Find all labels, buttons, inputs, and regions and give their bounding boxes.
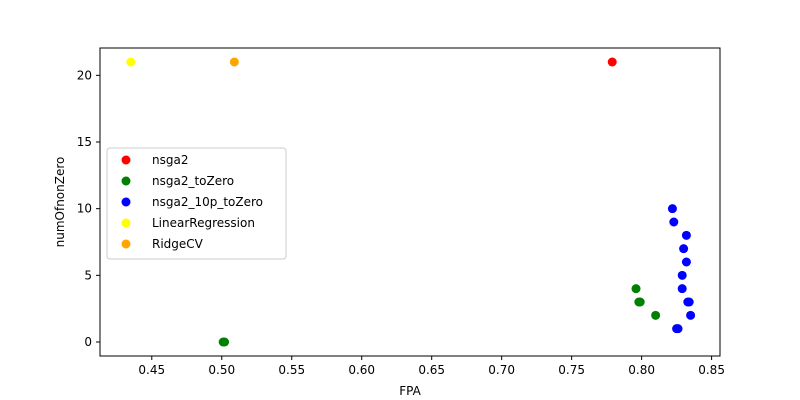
data-point — [669, 217, 679, 227]
x-tick-label: 0.50 — [208, 363, 235, 377]
data-point — [607, 57, 617, 67]
x-tick-label: 0.60 — [348, 363, 375, 377]
legend-label: nsga2_10p_toZero — [152, 195, 263, 209]
x-tick-label: 0.85 — [698, 363, 725, 377]
plot-frame — [99, 47, 721, 357]
data-point — [635, 297, 645, 307]
y-axis-label: numOfnonZero — [53, 157, 67, 248]
x-tick-label: 0.80 — [628, 363, 655, 377]
legend-marker — [121, 239, 131, 249]
data-point — [651, 310, 661, 320]
x-tick-label: 0.45 — [138, 363, 165, 377]
data-point — [673, 324, 683, 334]
y-tick-label: 0 — [84, 335, 92, 349]
data-point — [684, 297, 694, 307]
y-tick-label: 5 — [84, 268, 92, 282]
x-tick-label: 0.70 — [488, 363, 515, 377]
data-point — [677, 284, 687, 294]
legend: nsga2 nsga2_toZero nsga2_10p_toZero LinearR… — [106, 147, 287, 260]
y-tick-label: 10 — [77, 202, 92, 216]
y-axis: 0 5 10 15 20 — [77, 68, 100, 349]
legend-marker — [121, 197, 131, 207]
data-point — [631, 284, 641, 294]
legend-label: nsga2_toZero — [152, 174, 234, 188]
x-axis: 0.45 0.50 0.55 0.60 0.65 0.70 0.75 0.80 0.85 — [138, 356, 725, 377]
data-point — [220, 337, 230, 347]
data-point — [681, 230, 691, 240]
y-tick-label: 15 — [77, 135, 92, 149]
data-point — [667, 204, 677, 214]
x-tick-label: 0.65 — [418, 363, 445, 377]
legend-label: LinearRegression — [152, 216, 255, 230]
data-point — [126, 57, 136, 67]
legend-marker — [121, 218, 131, 228]
data-point — [681, 257, 691, 267]
data-point — [677, 270, 687, 280]
x-tick-label: 0.75 — [558, 363, 585, 377]
legend-label: RidgeCV — [152, 237, 204, 251]
x-tick-label: 0.55 — [278, 363, 305, 377]
y-tick-label: 20 — [77, 68, 92, 82]
x-axis-label: FPA — [399, 384, 421, 398]
data-point — [229, 57, 239, 67]
legend-marker — [121, 176, 131, 186]
data-point — [679, 244, 689, 254]
data-point — [686, 310, 696, 320]
legend-marker — [121, 155, 131, 165]
data-points — [126, 57, 696, 347]
legend-label: nsga2 — [152, 153, 188, 167]
legend-frame — [106, 147, 287, 260]
